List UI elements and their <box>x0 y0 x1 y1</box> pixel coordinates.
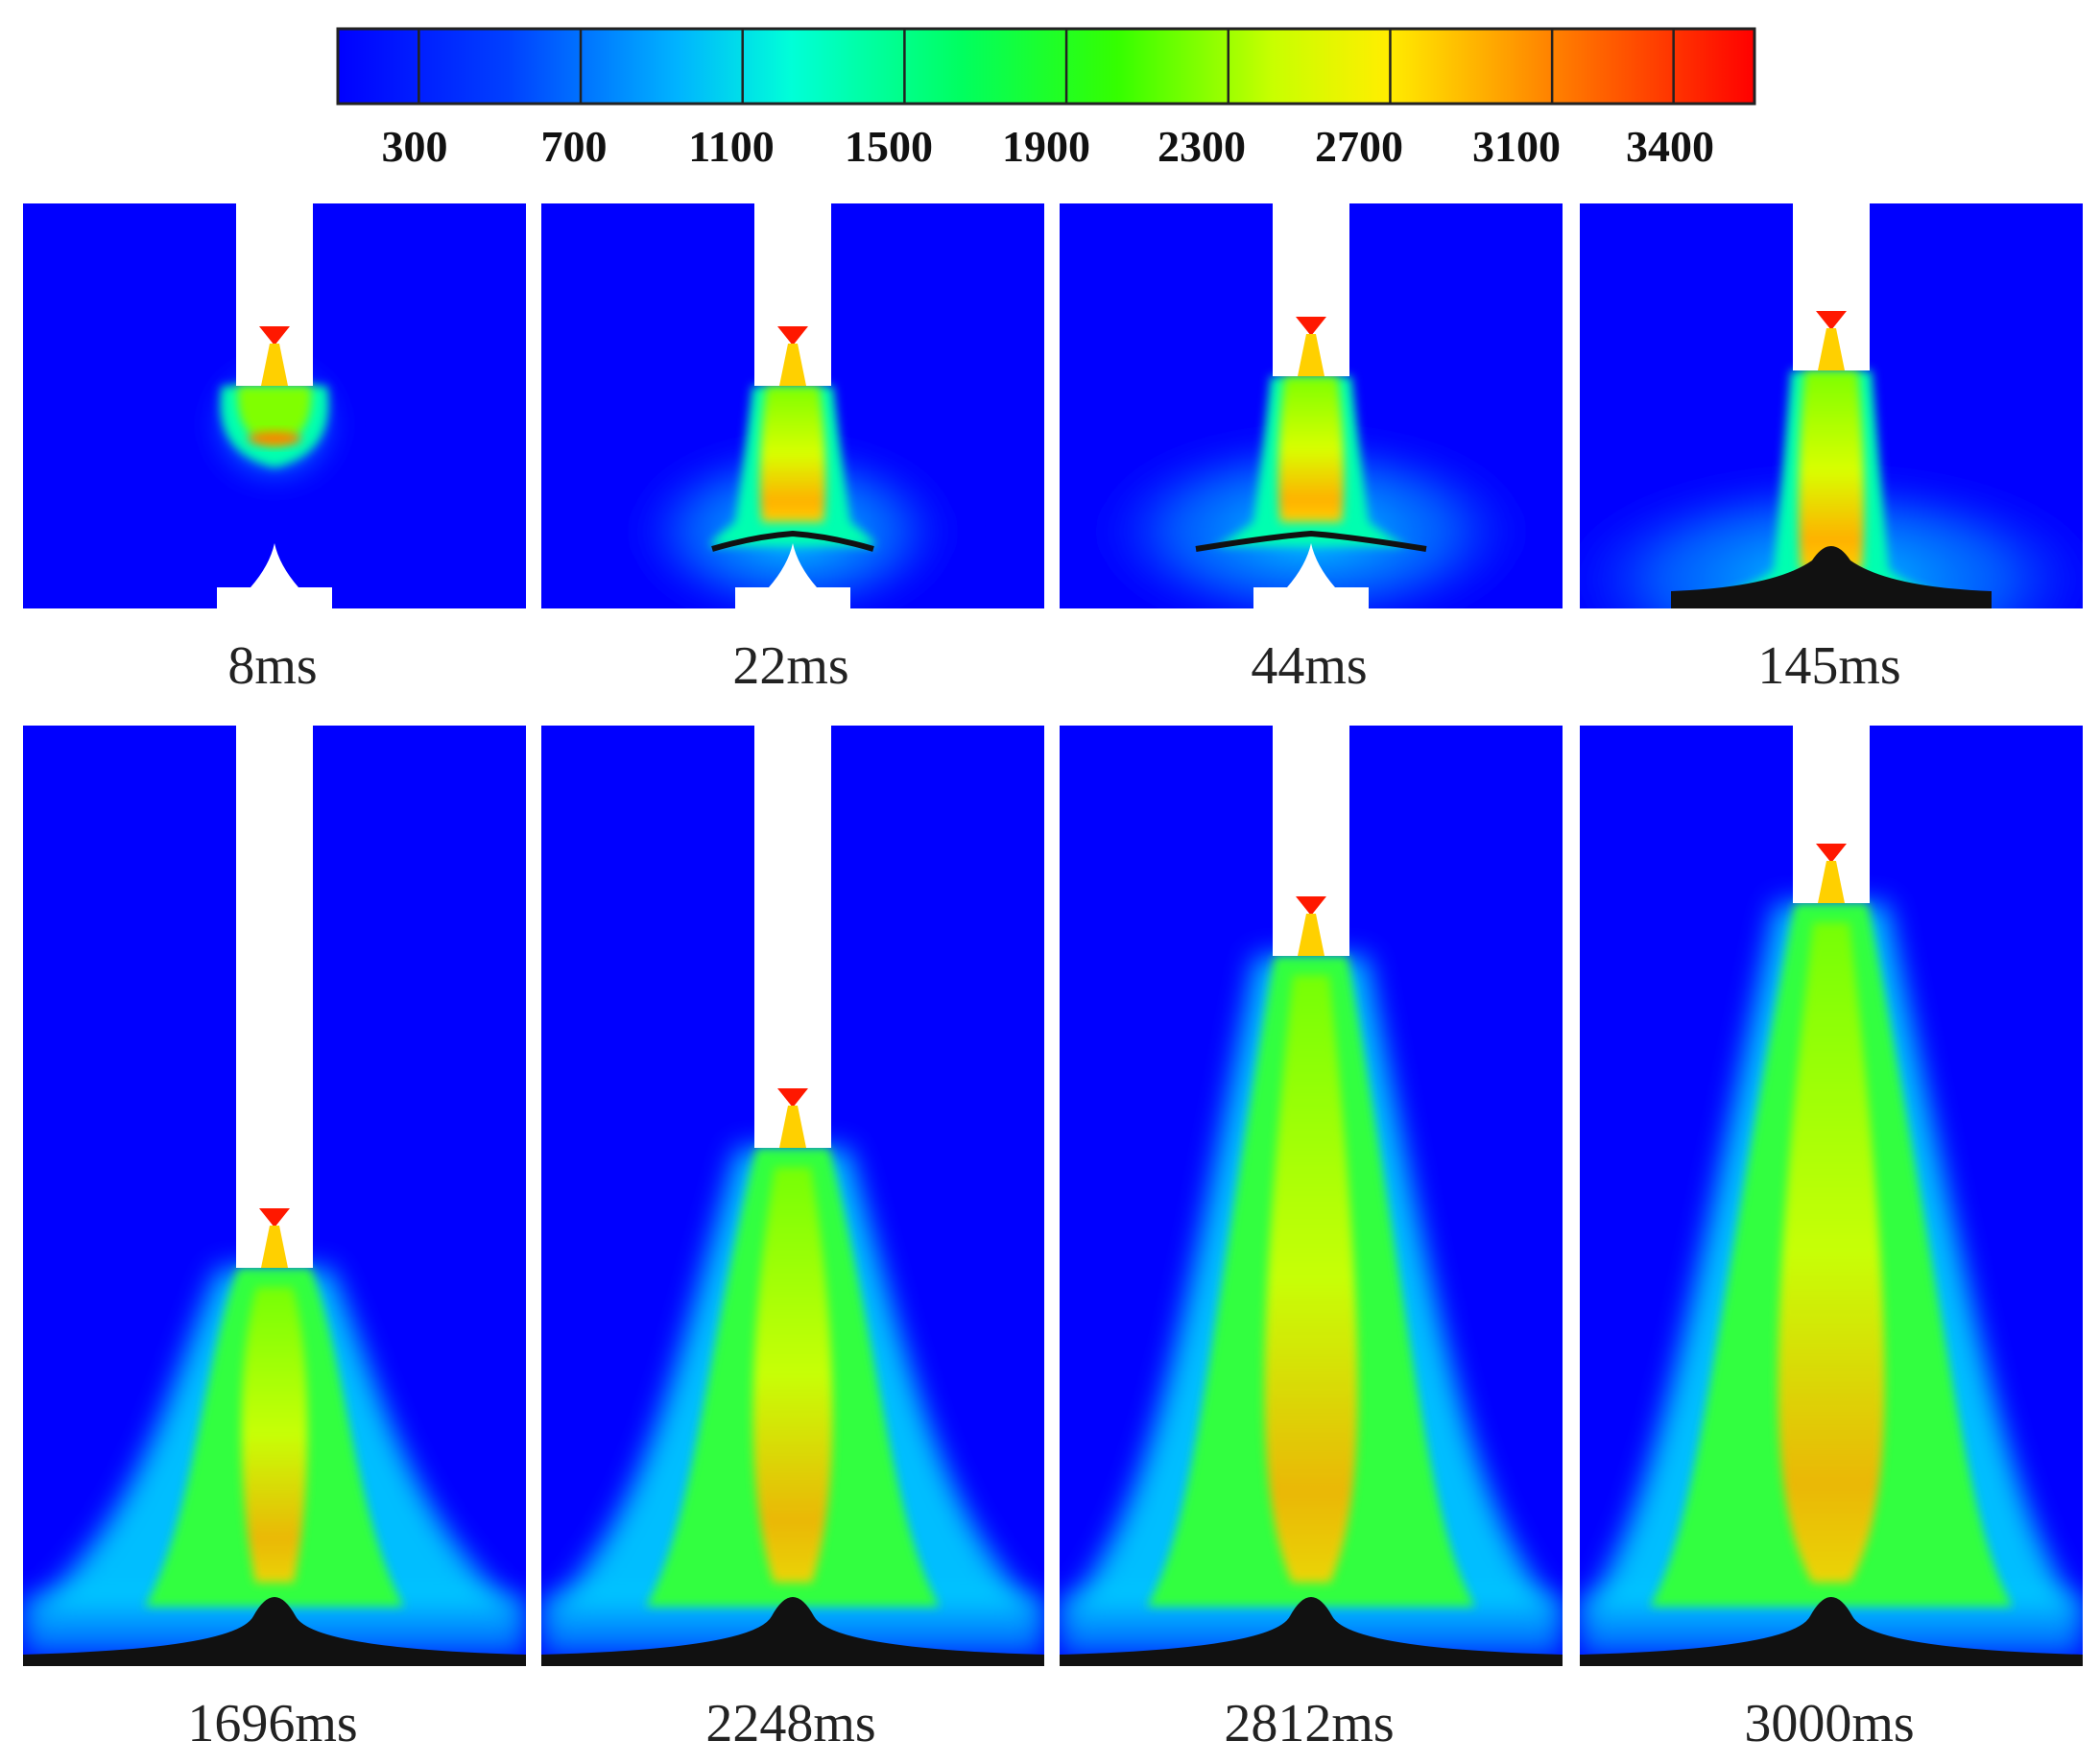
jet-core <box>1778 922 1885 1583</box>
colorbar-tick-label: 3400 <box>1626 122 1714 171</box>
panel-caption: 8ms <box>227 636 318 696</box>
nozzle-marker <box>1296 896 1326 916</box>
contour-panel <box>23 726 526 1666</box>
ground-surface <box>23 1597 526 1666</box>
nozzle-tube <box>754 726 831 1148</box>
contour-panel <box>1060 203 1563 608</box>
colorbar <box>336 27 1756 106</box>
colorbar-tick-label: 700 <box>540 122 608 171</box>
panel-caption: 22ms <box>732 636 849 696</box>
ground-obstacle <box>735 543 850 608</box>
colorbar-tick-label: 3100 <box>1472 122 1561 171</box>
ground-obstacle <box>1253 543 1369 608</box>
colorbar-tick-label: 1500 <box>845 122 933 171</box>
ground-surface <box>1060 1597 1563 1666</box>
ground-obstacle <box>217 543 332 608</box>
contour-panel <box>1580 203 2083 608</box>
nozzle-marker <box>1816 844 1847 863</box>
jet-core <box>241 1287 308 1583</box>
ground-surface <box>1671 546 1992 608</box>
panel-caption: 3000ms <box>1744 1694 1915 1753</box>
nozzle-marker <box>777 326 808 346</box>
deflection-front <box>1195 530 1427 552</box>
jet-core <box>752 1167 833 1583</box>
contour-panel <box>1580 726 2083 1666</box>
ground-surface <box>541 1597 1044 1666</box>
colorbar-tick-label: 2700 <box>1315 122 1403 171</box>
nozzle-marker <box>1296 317 1326 336</box>
panel-caption: 44ms <box>1251 636 1368 696</box>
nozzle-marker <box>259 1208 290 1228</box>
contour-panel <box>1060 726 1563 1666</box>
panel-caption: 145ms <box>1757 636 1901 696</box>
nozzle-marker <box>777 1088 808 1108</box>
nozzle-tube <box>236 726 313 1268</box>
deflection-front <box>711 530 874 552</box>
contour-panel <box>541 203 1044 608</box>
jet-core <box>1264 975 1358 1583</box>
panel-caption: 2248ms <box>705 1694 876 1753</box>
colorbar-tick-label: 1100 <box>688 122 775 171</box>
colorbar-tick-label: 1900 <box>1002 122 1090 171</box>
colorbar-tick-label: 2300 <box>1157 122 1246 171</box>
contour-panel <box>23 203 526 608</box>
panel-caption: 1696ms <box>187 1694 358 1753</box>
colorbar-tick-label: 300 <box>381 122 448 171</box>
contour-panel <box>541 726 1044 1666</box>
nozzle-marker <box>1816 311 1847 330</box>
nozzle-marker <box>259 326 290 346</box>
panel-caption: 2812ms <box>1224 1694 1395 1753</box>
ground-surface <box>1580 1597 2083 1666</box>
